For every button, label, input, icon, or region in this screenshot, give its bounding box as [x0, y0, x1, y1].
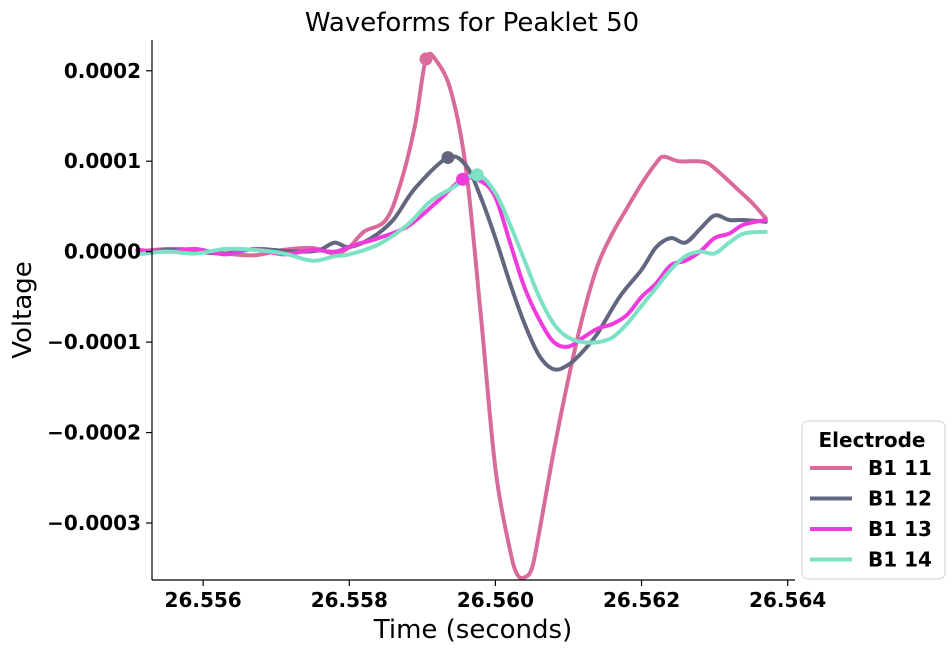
- y-tick-label: −0.0001: [47, 330, 141, 354]
- peak-marker-1: [419, 52, 433, 66]
- legend-label-1: B1 11: [868, 456, 932, 480]
- y-tick-label: 0.0001: [64, 149, 141, 173]
- series-line-4: [135, 172, 768, 345]
- peak-marker-3: [456, 172, 470, 186]
- y-tick-label: 0.0002: [64, 59, 141, 83]
- y-tick-label: 0.0000: [64, 240, 141, 264]
- legend-label-2: B1 12: [868, 487, 932, 511]
- x-axis-label: Time (seconds): [373, 615, 572, 645]
- series-line-3: [135, 175, 768, 349]
- legend-items: B1 11 B1 12 B1 13 B1 14: [810, 456, 932, 572]
- y-tick-label: −0.0003: [47, 511, 141, 535]
- legend-label-3: B1 13: [868, 517, 932, 541]
- peak-marker-2: [441, 151, 455, 165]
- legend-box: [801, 420, 946, 580]
- legend: Electrode B1 11 B1 12 B1 13 B1 14: [801, 420, 946, 580]
- y-ticks: 0.0002 0.0001 0.0000 −0.0001 −0.0002 −0.0003: [47, 59, 152, 535]
- x-tick-label: 26.564: [749, 588, 826, 612]
- plot-area: [135, 51, 768, 581]
- x-tick-label: 26.558: [311, 588, 388, 612]
- y-tick-label: −0.0002: [47, 421, 141, 445]
- y-axis-label: Voltage: [8, 261, 38, 359]
- x-ticks: 26.556 26.558 26.560 26.562 26.564: [165, 580, 826, 612]
- legend-title: Electrode: [819, 428, 926, 452]
- series-lines: [135, 51, 768, 581]
- x-tick-label: 26.562: [603, 588, 680, 612]
- series-line-1: [135, 51, 768, 581]
- peak-marker-4: [470, 168, 484, 182]
- x-tick-label: 26.556: [165, 588, 242, 612]
- chart-title: Waveforms for Peaklet 50: [305, 8, 639, 38]
- peak-markers: [419, 52, 484, 186]
- legend-label-4: B1 14: [868, 548, 932, 572]
- x-tick-label: 26.560: [457, 588, 534, 612]
